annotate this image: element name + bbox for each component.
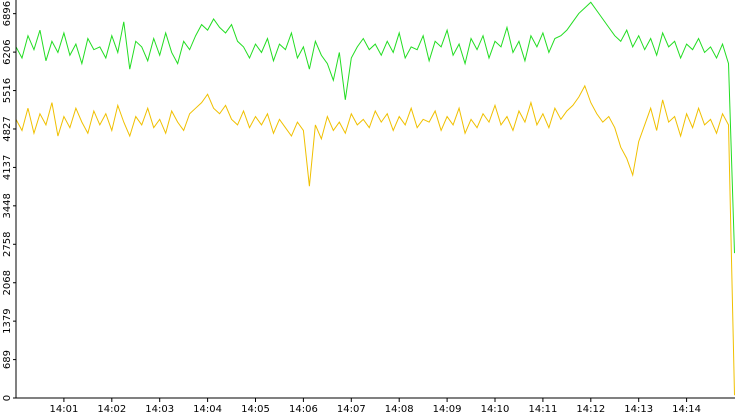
x-tick-label: 14:06 bbox=[289, 404, 318, 415]
y-tick-label: 4827 bbox=[2, 116, 13, 141]
x-tick-label: 14:13 bbox=[624, 404, 653, 415]
y-tick-label: 2068 bbox=[2, 270, 13, 295]
y-tick-label: 6206 bbox=[2, 39, 13, 64]
y-tick-label: 5516 bbox=[2, 78, 13, 103]
y-tick-label: 2758 bbox=[2, 232, 13, 257]
x-tick-label: 14:10 bbox=[481, 404, 510, 415]
y-tick-label: 6896 bbox=[2, 1, 13, 26]
series-line bbox=[16, 1, 735, 254]
y-tick-label: 0 bbox=[2, 395, 13, 401]
x-tick-label: 14:07 bbox=[337, 404, 366, 415]
y-tick-label: 3448 bbox=[2, 193, 13, 218]
x-tick-label: 14:02 bbox=[97, 404, 126, 415]
plot-area bbox=[16, 1, 735, 396]
x-tick-label: 14:04 bbox=[193, 404, 222, 415]
x-tick-label: 14:09 bbox=[433, 404, 462, 415]
x-tick-label: 14:12 bbox=[576, 404, 605, 415]
x-tick-label: 14:05 bbox=[241, 404, 270, 415]
x-tick-label: 14:08 bbox=[385, 404, 414, 415]
x-tick-label: 14:03 bbox=[145, 404, 174, 415]
series-line bbox=[16, 84, 735, 396]
y-tick-label: 689 bbox=[2, 350, 13, 369]
y-tick-label: 4137 bbox=[2, 155, 13, 180]
x-tick-label: 14:11 bbox=[528, 404, 557, 415]
y-tick-label: 1379 bbox=[2, 308, 13, 333]
x-tick-label: 14:01 bbox=[49, 404, 78, 415]
x-tick-label: 14:14 bbox=[672, 404, 701, 415]
